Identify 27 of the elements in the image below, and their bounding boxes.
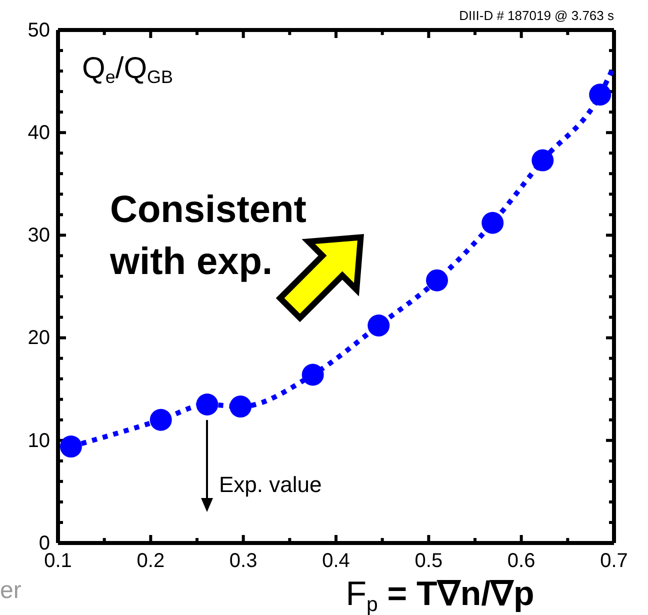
y-tick-label: 20 (28, 327, 50, 350)
y-tick-label: 10 (28, 430, 50, 452)
point (532, 149, 554, 172)
point (589, 84, 612, 106)
point (230, 396, 252, 418)
x-tick-label: 0.6 (507, 550, 536, 572)
point (150, 408, 172, 431)
point (482, 212, 504, 234)
point (196, 394, 218, 416)
x-axis-title: F$_{p}$ = T∇n/∇p (346, 575, 534, 615)
text: er (0, 577, 22, 604)
point (368, 314, 390, 336)
x-tick-label: 0.2 (136, 550, 165, 572)
x-tick-label: 0.3 (229, 550, 258, 572)
y-axis-title: Q$_{e}$/Q$_{GB}$ (82, 52, 174, 88)
point (60, 436, 82, 458)
annotation: Consistent with exp. (109, 189, 307, 283)
x-tick-label: 0.5 (414, 550, 443, 572)
point (302, 364, 324, 386)
y-tick-label: 40 (28, 122, 50, 144)
annotation: Exp. value (219, 472, 322, 497)
x-tick-label: 0.7 (600, 550, 628, 572)
point (426, 269, 448, 292)
y-tick-label: 30 (28, 224, 50, 247)
text: DIII-D # 187019 @ 3.763 s (459, 8, 614, 23)
x-tick-label: 0.4 (322, 550, 350, 572)
y-tick-label: 50 (28, 19, 50, 42)
